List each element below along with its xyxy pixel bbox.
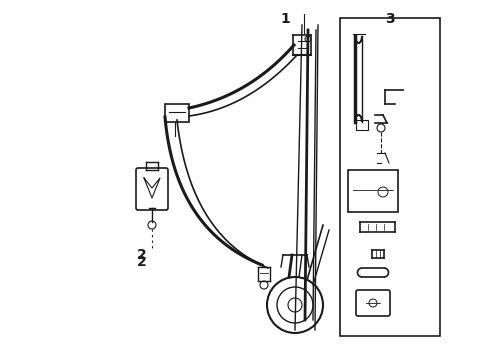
Bar (165, 104, 189, 122)
Text: 3: 3 (385, 12, 395, 26)
Text: 2: 2 (137, 248, 147, 262)
FancyBboxPatch shape (136, 168, 168, 210)
Text: 2: 2 (137, 255, 147, 269)
Bar (340, 18, 440, 336)
Bar (356, 120, 368, 130)
Text: 1: 1 (280, 12, 290, 26)
Bar (348, 170, 398, 212)
